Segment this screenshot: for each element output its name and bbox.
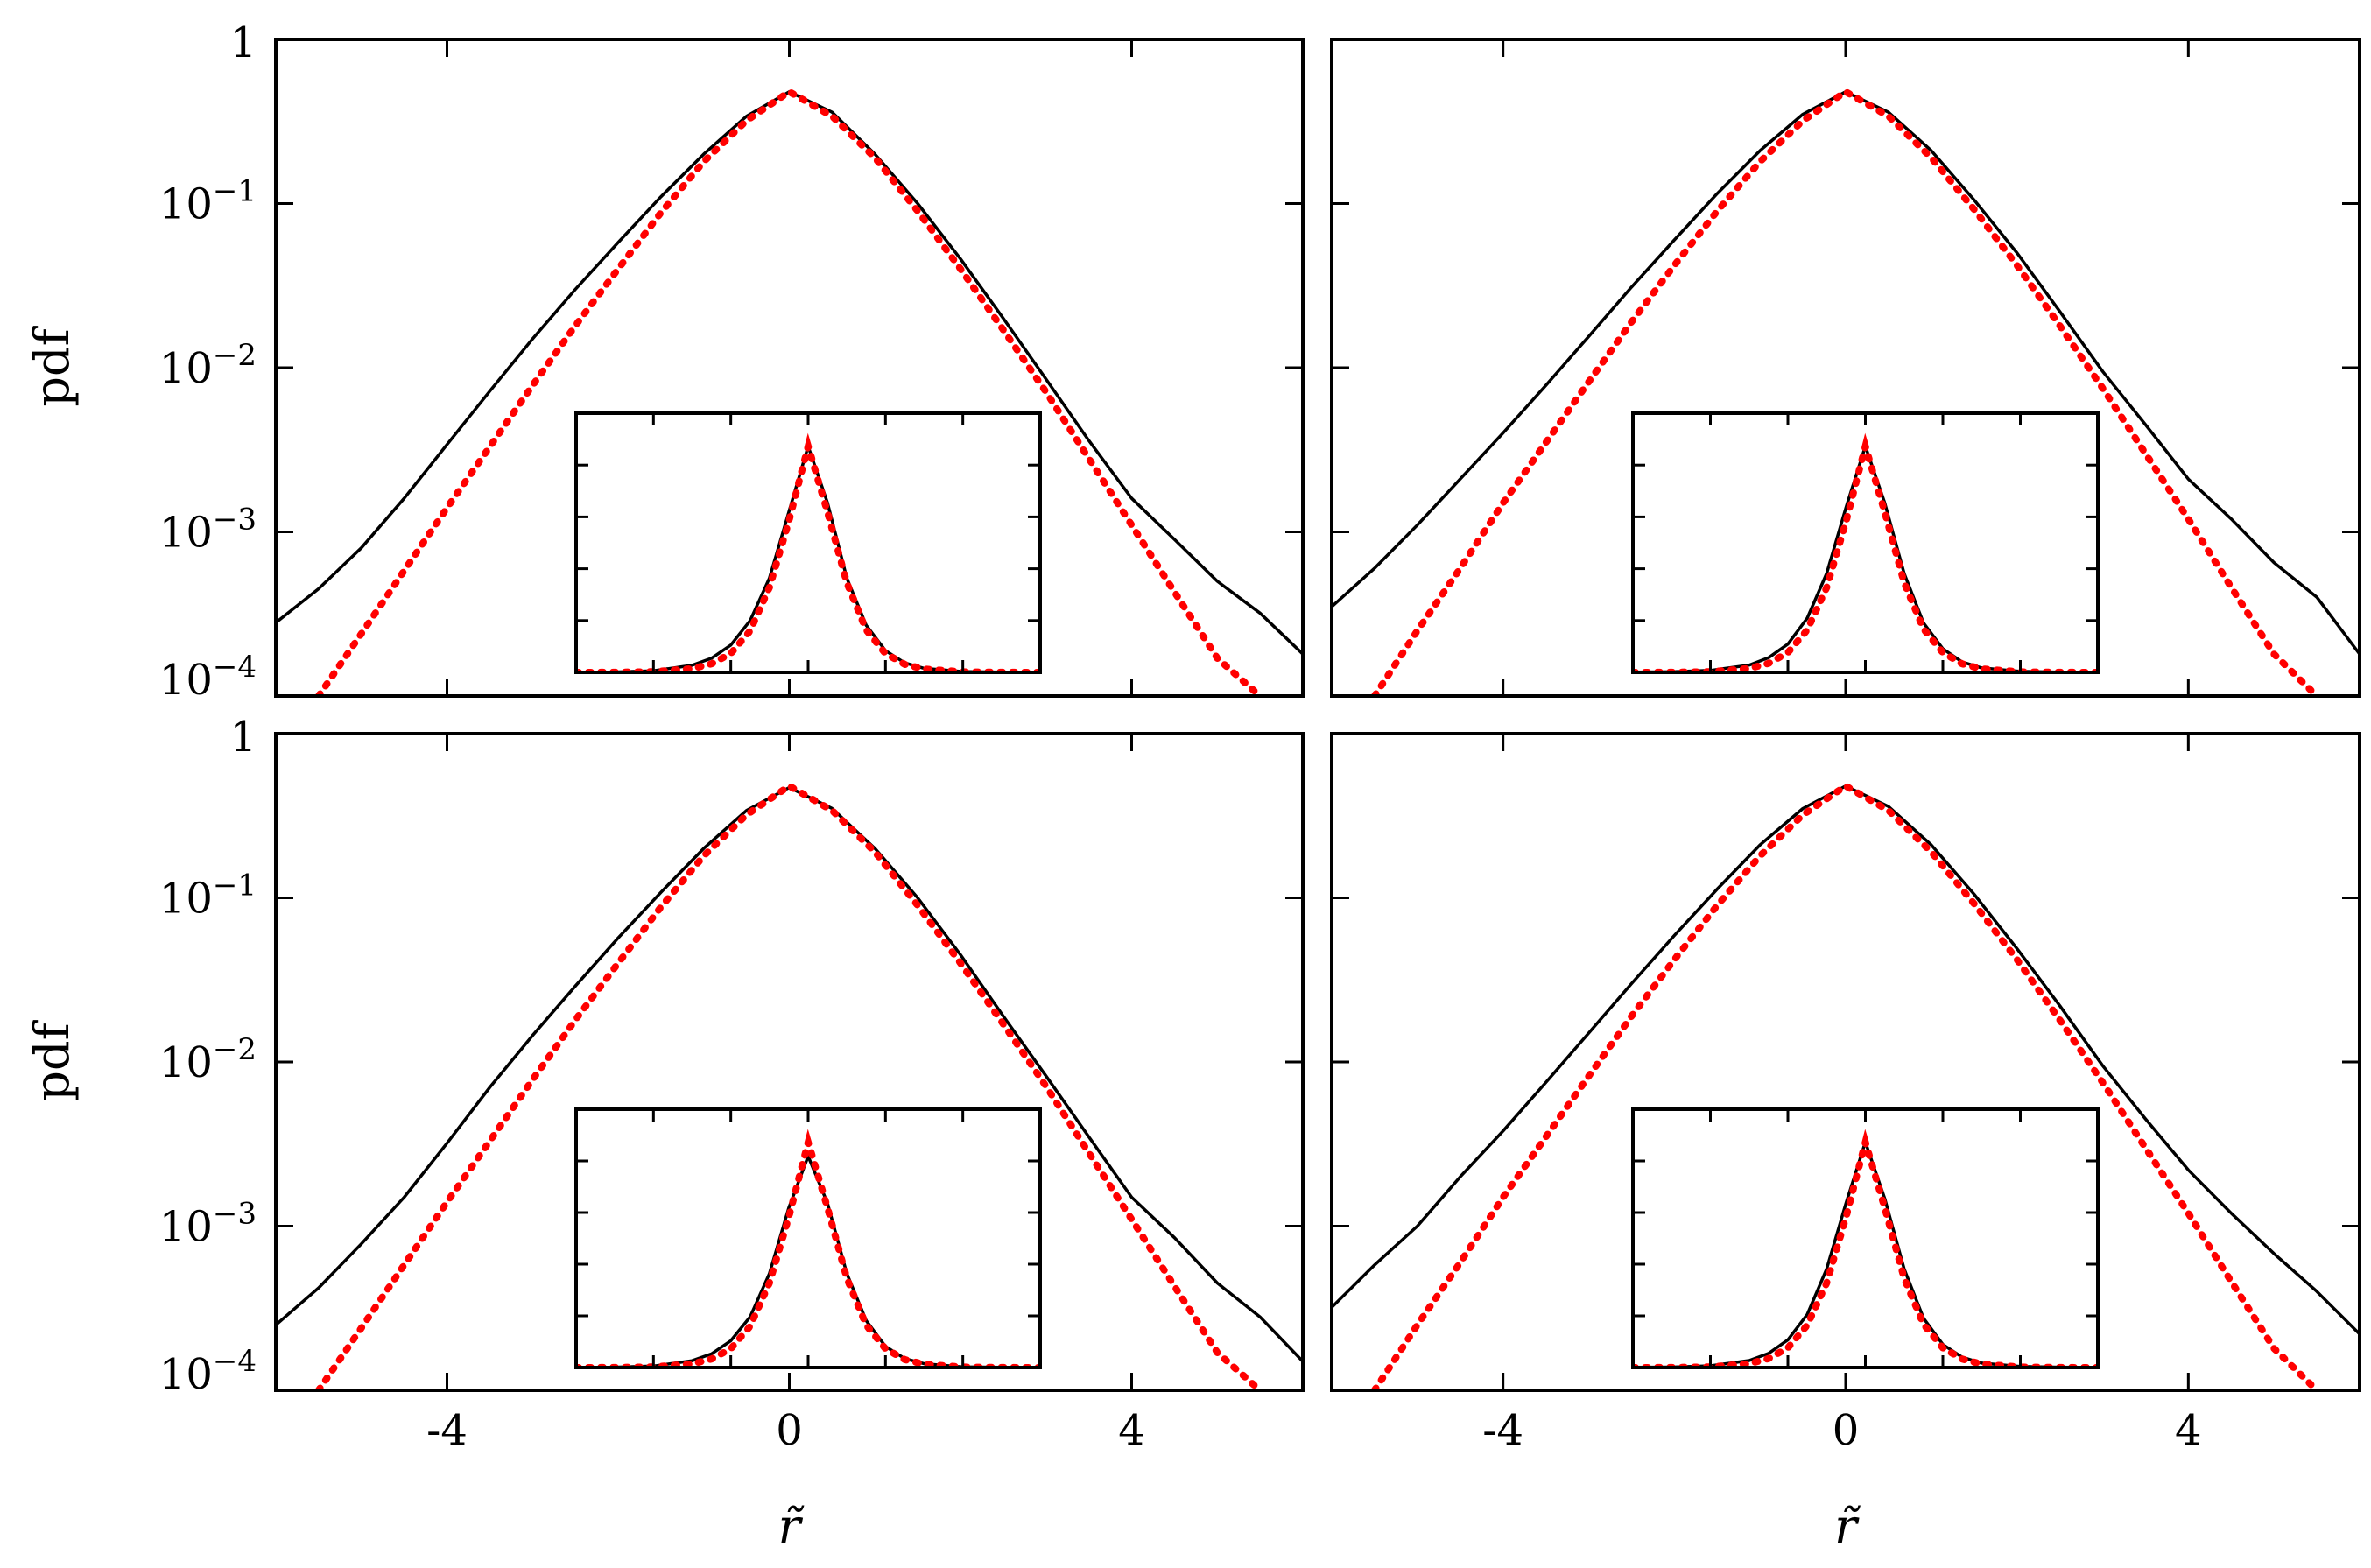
y-tick-label: 10−3	[159, 503, 257, 558]
x-tick-label: 4	[2175, 1406, 2202, 1455]
panel-top-left: 1 10−1 10−2 10−3 10−4 pdf	[25, 18, 1305, 705]
fit-curve	[314, 88, 1264, 696]
y-axis-title: pdf	[25, 1019, 80, 1100]
inset-bottom-right	[1631, 1107, 2100, 1369]
panel-bottom-left: -4 0 4 1 10−1 10−2 10−3 10−4 pdf r̃	[25, 713, 1305, 1554]
y-tick-label: 10−2	[159, 338, 257, 393]
inset-fit-curve	[576, 1129, 1040, 1368]
y-tick-label: 10−2	[159, 1032, 257, 1087]
inset-background	[576, 1109, 1040, 1368]
inset-fit-curve	[1633, 432, 2098, 672]
fit-curve	[314, 782, 1264, 1390]
y-tick-label: 1	[229, 713, 257, 762]
panel-top-right	[1330, 38, 2361, 698]
inset-data-curve	[576, 1154, 1040, 1368]
x-tick-label: -4	[426, 1406, 468, 1455]
x-tick-label: 4	[1118, 1406, 1145, 1455]
x-tick-label: -4	[1482, 1406, 1523, 1455]
y-tick-label: 10−4	[159, 1344, 257, 1399]
x-axis-title: r̃	[778, 1499, 805, 1554]
inset-background	[576, 413, 1040, 672]
x-tick-label: 0	[776, 1406, 803, 1455]
inset-top-left	[574, 411, 1042, 674]
x-axis-title: r̃	[1834, 1499, 1861, 1554]
fit-curve	[1370, 782, 2321, 1390]
inset-fit-curve	[1633, 1129, 2098, 1368]
y-tick-label: 10−1	[159, 868, 257, 924]
inset-fit-curve	[576, 432, 1040, 672]
inset-top-right	[1631, 411, 2100, 674]
inset-bottom-left	[574, 1107, 1042, 1369]
inset-background	[1633, 1109, 2098, 1368]
inset-background	[1633, 413, 2098, 672]
fit-curve	[1370, 88, 2321, 696]
y-tick-label: 10−1	[159, 174, 257, 229]
y-tick-label: 10−4	[159, 650, 257, 705]
y-tick-label: 1	[229, 18, 257, 67]
panel-bottom-right: -4 0 4 r̃	[1330, 732, 2361, 1554]
y-axis-title: pdf	[25, 325, 80, 406]
x-tick-label: 0	[1833, 1406, 1860, 1455]
y-tick-label: 10−3	[159, 1197, 257, 1252]
